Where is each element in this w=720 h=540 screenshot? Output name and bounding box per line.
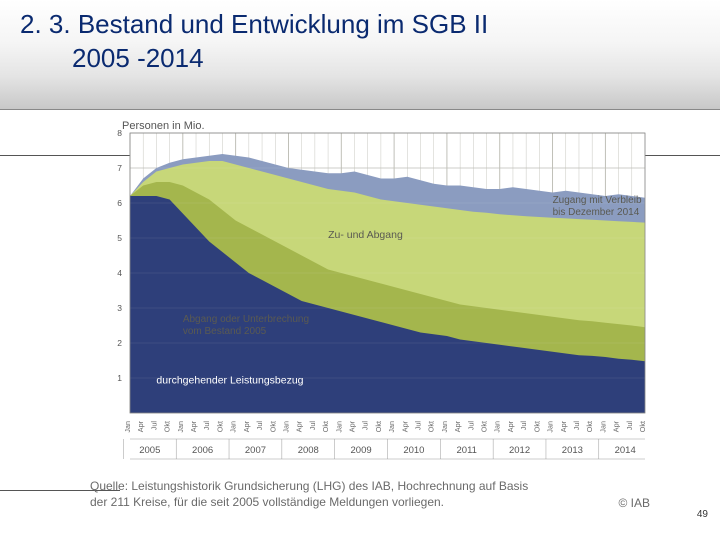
svg-text:2005: 2005 — [139, 445, 160, 456]
svg-text:2014: 2014 — [615, 445, 636, 456]
svg-text:Jan: Jan — [334, 421, 343, 433]
svg-text:Zugang mit Verbleib: Zugang mit Verbleib — [553, 195, 642, 206]
svg-text:Okt: Okt — [585, 421, 594, 432]
svg-text:Okt: Okt — [268, 421, 277, 432]
svg-text:Jul: Jul — [466, 421, 475, 431]
svg-text:Jan: Jan — [281, 421, 290, 433]
svg-text:Apr: Apr — [612, 420, 621, 432]
slide: 2. 3. Bestand und Entwicklung im SGB II … — [0, 0, 720, 540]
svg-text:3: 3 — [117, 303, 122, 313]
svg-text:Jan: Jan — [387, 421, 396, 433]
source-line-2: der 211 Kreise, für die seit 2005 vollst… — [90, 495, 444, 509]
svg-text:Okt: Okt — [638, 421, 647, 432]
svg-text:7: 7 — [117, 163, 122, 173]
title-line-2: 2005 -2014 — [20, 43, 204, 73]
slide-title: 2. 3. Bestand und Entwicklung im SGB II … — [20, 8, 700, 76]
svg-text:Okt: Okt — [480, 421, 489, 432]
svg-text:Jul: Jul — [414, 421, 423, 431]
svg-text:Jan: Jan — [229, 421, 238, 433]
svg-text:2009: 2009 — [351, 445, 372, 456]
chart: 12345678JanAprJulOktJanAprJulOktJanAprJu… — [90, 115, 650, 475]
svg-text:Okt: Okt — [163, 421, 172, 432]
svg-text:Personen in Mio.: Personen in Mio. — [122, 120, 205, 132]
svg-text:Apr: Apr — [506, 420, 515, 432]
svg-text:2: 2 — [117, 338, 122, 348]
svg-text:Apr: Apr — [189, 420, 198, 432]
svg-text:6: 6 — [117, 198, 122, 208]
svg-text:4: 4 — [117, 268, 122, 278]
svg-text:Jan: Jan — [546, 421, 555, 433]
svg-text:Jul: Jul — [308, 421, 317, 431]
svg-text:Okt: Okt — [374, 421, 383, 432]
svg-text:Jul: Jul — [361, 421, 370, 431]
svg-text:Jul: Jul — [149, 421, 158, 431]
page-number: 49 — [697, 509, 708, 520]
svg-text:2010: 2010 — [403, 445, 424, 456]
svg-text:Jan: Jan — [598, 421, 607, 433]
title-line-1: 2. 3. Bestand und Entwicklung im SGB II — [20, 9, 488, 39]
svg-text:Jul: Jul — [519, 421, 528, 431]
svg-text:Jan: Jan — [493, 421, 502, 433]
svg-text:Apr: Apr — [453, 420, 462, 432]
chart-svg: 12345678JanAprJulOktJanAprJulOktJanAprJu… — [90, 115, 650, 475]
svg-text:2008: 2008 — [298, 445, 319, 456]
svg-text:durchgehender Leistungsbezug: durchgehender Leistungsbezug — [156, 374, 303, 386]
svg-text:2006: 2006 — [192, 445, 213, 456]
svg-text:Abgang oder Unterbrechung: Abgang oder Unterbrechung — [183, 314, 309, 325]
svg-text:Jul: Jul — [625, 421, 634, 431]
svg-text:Apr: Apr — [559, 420, 568, 432]
svg-text:bis Dezember 2014: bis Dezember 2014 — [553, 207, 640, 218]
svg-text:Okt: Okt — [427, 421, 436, 432]
svg-text:Okt: Okt — [532, 421, 541, 432]
svg-text:vom Bestand 2005: vom Bestand 2005 — [183, 326, 267, 337]
svg-text:Jan: Jan — [440, 421, 449, 433]
source-line-1: Quelle: Leistungshistorik Grundsicherung… — [90, 479, 528, 493]
svg-text:2007: 2007 — [245, 445, 266, 456]
svg-text:Zu- und Abgang: Zu- und Abgang — [328, 229, 403, 241]
svg-text:Jan: Jan — [176, 421, 185, 433]
svg-text:2011: 2011 — [457, 445, 477, 456]
svg-text:Apr: Apr — [242, 420, 251, 432]
source-caption: Quelle: Leistungshistorik Grundsicherung… — [90, 478, 650, 510]
svg-text:Okt: Okt — [215, 421, 224, 432]
svg-text:Jan: Jan — [123, 421, 132, 433]
svg-text:2012: 2012 — [509, 445, 530, 456]
credit: © IAB — [618, 496, 650, 510]
svg-text:Apr: Apr — [136, 420, 145, 432]
svg-text:Apr: Apr — [400, 420, 409, 432]
svg-text:Apr: Apr — [295, 420, 304, 432]
svg-text:2013: 2013 — [562, 445, 583, 456]
slide-header: 2. 3. Bestand und Entwicklung im SGB II … — [0, 0, 720, 110]
svg-text:Apr: Apr — [347, 420, 356, 432]
svg-text:1: 1 — [117, 373, 122, 383]
svg-text:Jul: Jul — [255, 421, 264, 431]
svg-text:Okt: Okt — [321, 421, 330, 432]
svg-text:Jul: Jul — [202, 421, 211, 431]
svg-text:Jul: Jul — [572, 421, 581, 431]
svg-text:5: 5 — [117, 233, 122, 243]
